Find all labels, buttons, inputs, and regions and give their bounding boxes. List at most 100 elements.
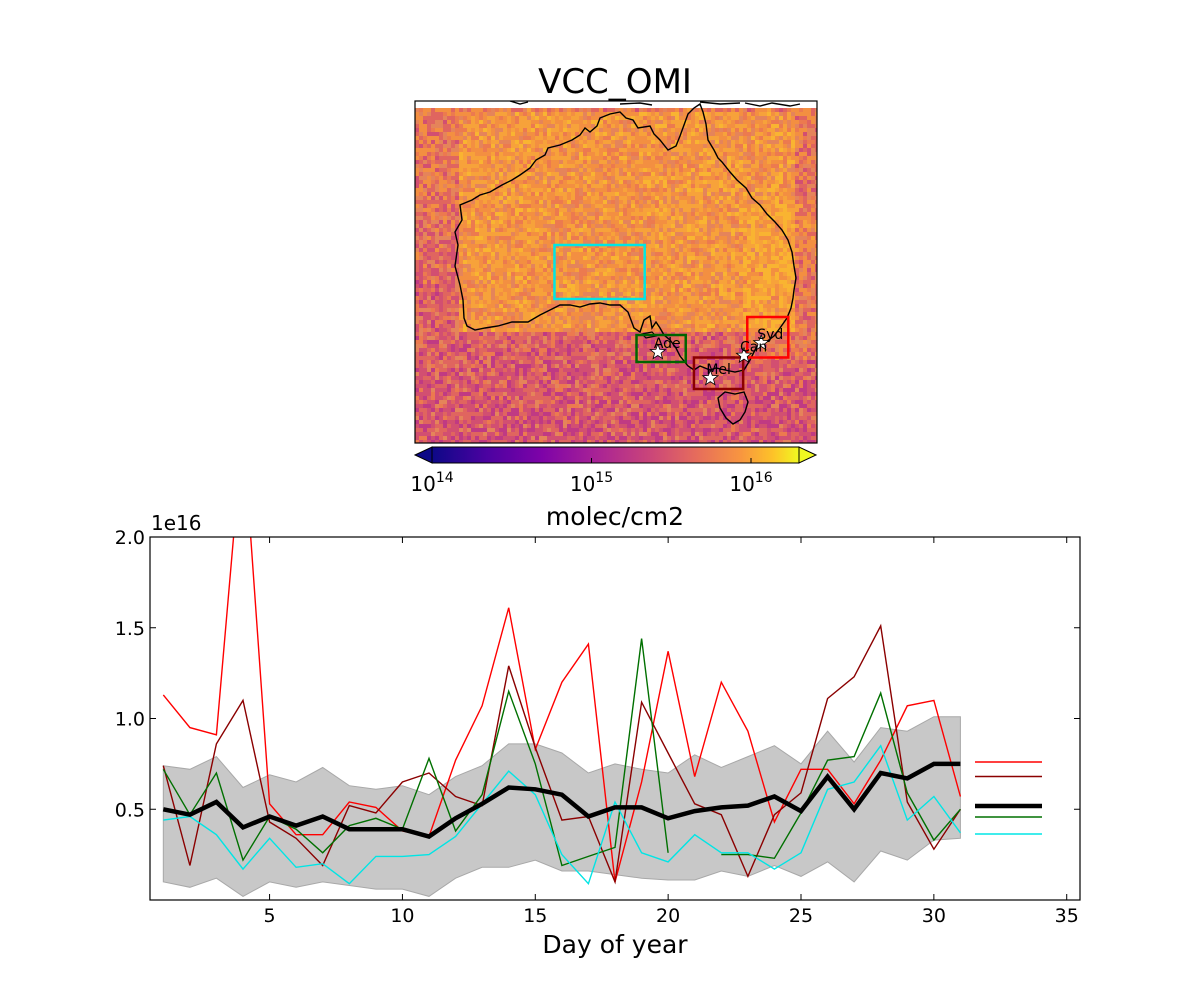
heatmap-cell bbox=[459, 124, 463, 128]
heatmap-cell bbox=[591, 144, 595, 148]
heatmap-cell bbox=[743, 168, 747, 172]
heatmap-cell bbox=[723, 132, 727, 136]
heatmap-cell bbox=[779, 140, 783, 144]
heatmap-cell bbox=[647, 328, 651, 332]
heatmap-cell bbox=[647, 276, 651, 280]
heatmap-cell bbox=[807, 308, 811, 312]
heatmap-cell bbox=[647, 156, 651, 160]
heatmap-cell bbox=[595, 128, 599, 132]
heatmap-cell bbox=[715, 116, 719, 120]
heatmap-cell bbox=[727, 248, 731, 252]
heatmap-cell bbox=[711, 296, 715, 300]
heatmap-cell bbox=[571, 160, 575, 164]
heatmap-cell bbox=[591, 168, 595, 172]
heatmap-cell bbox=[783, 224, 787, 228]
heatmap-cell bbox=[795, 268, 799, 272]
heatmap-cell bbox=[683, 244, 687, 248]
heatmap-cell bbox=[691, 188, 695, 192]
heatmap-cell bbox=[779, 288, 783, 292]
heatmap-cell bbox=[559, 132, 563, 136]
heatmap-cell bbox=[463, 240, 467, 244]
heatmap-cell bbox=[487, 224, 491, 228]
heatmap-cell bbox=[715, 336, 719, 340]
heatmap-cell bbox=[503, 268, 507, 272]
heatmap-cell bbox=[603, 128, 607, 132]
heatmap-cell bbox=[475, 324, 479, 328]
heatmap-cell bbox=[643, 136, 647, 140]
heatmap-cell bbox=[567, 280, 571, 284]
heatmap-cell bbox=[551, 168, 555, 172]
heatmap-cell bbox=[471, 152, 475, 156]
heatmap-cell bbox=[523, 136, 527, 140]
heatmap-cell bbox=[451, 264, 455, 268]
heatmap-cell bbox=[567, 236, 571, 240]
heatmap-cell bbox=[459, 300, 463, 304]
heatmap-cell bbox=[599, 260, 603, 264]
heatmap-cell bbox=[659, 148, 663, 152]
heatmap-cell bbox=[591, 264, 595, 268]
heatmap-cell bbox=[423, 168, 427, 172]
heatmap-cell bbox=[515, 288, 519, 292]
heatmap-cell bbox=[679, 256, 683, 260]
heatmap-cell bbox=[755, 164, 759, 168]
heatmap-cell bbox=[475, 112, 479, 116]
heatmap-cell bbox=[611, 152, 615, 156]
heatmap-cell bbox=[619, 260, 623, 264]
heatmap-cell bbox=[639, 268, 643, 272]
heatmap-cell bbox=[811, 216, 815, 220]
heatmap-cell bbox=[427, 200, 431, 204]
heatmap-cell bbox=[695, 300, 699, 304]
heatmap-cell bbox=[647, 212, 651, 216]
heatmap-cell bbox=[663, 204, 667, 208]
heatmap-cell bbox=[527, 268, 531, 272]
heatmap-cell bbox=[579, 216, 583, 220]
heatmap-cell bbox=[523, 312, 527, 316]
heatmap-cell bbox=[463, 164, 467, 168]
heatmap-cell bbox=[483, 336, 487, 340]
heatmap-cell bbox=[419, 284, 423, 288]
heatmap-cell bbox=[495, 120, 499, 124]
heatmap-cell bbox=[767, 336, 771, 340]
heatmap-cell bbox=[795, 176, 799, 180]
heatmap-cell bbox=[527, 296, 531, 300]
heatmap-cell bbox=[555, 192, 559, 196]
heatmap-cell bbox=[723, 252, 727, 256]
heatmap-cell bbox=[791, 160, 795, 164]
heatmap-cell bbox=[575, 252, 579, 256]
heatmap-cell bbox=[767, 324, 771, 328]
heatmap-cell bbox=[783, 136, 787, 140]
heatmap-cell bbox=[751, 160, 755, 164]
heatmap-cell bbox=[767, 196, 771, 200]
heatmap-cell bbox=[751, 304, 755, 308]
heatmap-cell bbox=[527, 308, 531, 312]
heatmap-cell bbox=[455, 304, 459, 308]
heatmap-cell bbox=[671, 220, 675, 224]
heatmap-cell bbox=[519, 160, 523, 164]
heatmap-cell bbox=[667, 196, 671, 200]
heatmap-cell bbox=[779, 148, 783, 152]
heatmap-cell bbox=[651, 240, 655, 244]
heatmap-cell bbox=[419, 260, 423, 264]
heatmap-cell bbox=[567, 260, 571, 264]
heatmap-cell bbox=[607, 204, 611, 208]
heatmap-cell bbox=[523, 148, 527, 152]
heatmap-cell bbox=[731, 260, 735, 264]
heatmap-cell bbox=[787, 164, 791, 168]
heatmap-cell bbox=[679, 160, 683, 164]
heatmap-cell bbox=[747, 304, 751, 308]
heatmap-cell bbox=[455, 256, 459, 260]
heatmap-cell bbox=[635, 248, 639, 252]
heatmap-cell bbox=[651, 132, 655, 136]
heatmap-cell bbox=[631, 132, 635, 136]
heatmap-cell bbox=[495, 276, 499, 280]
heatmap-cell bbox=[523, 264, 527, 268]
heatmap-cell bbox=[607, 336, 611, 340]
heatmap-cell bbox=[763, 288, 767, 292]
heatmap-cell bbox=[547, 156, 551, 160]
heatmap-cell bbox=[427, 160, 431, 164]
heatmap-cell bbox=[595, 212, 599, 216]
heatmap-cell bbox=[539, 340, 543, 344]
heatmap-cell bbox=[755, 156, 759, 160]
heatmap-cell bbox=[783, 260, 787, 264]
heatmap-cell bbox=[695, 144, 699, 148]
